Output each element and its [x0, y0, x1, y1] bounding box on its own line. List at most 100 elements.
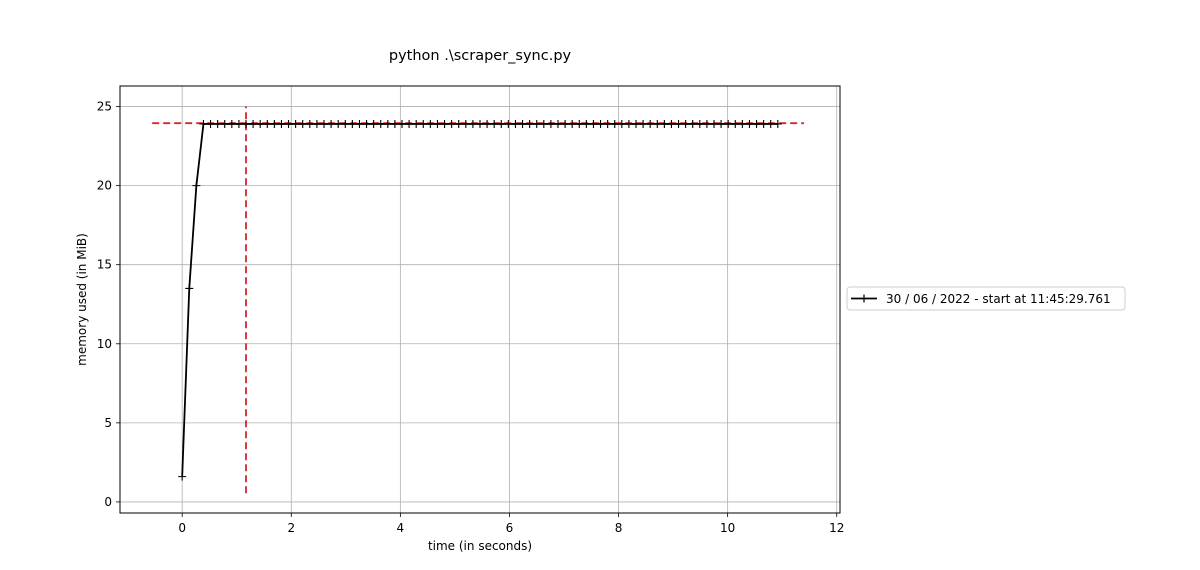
x-tick-label: 2	[287, 521, 295, 535]
chart-title: python .\scraper_sync.py	[389, 48, 572, 64]
data-point-marker	[454, 119, 463, 128]
data-point-marker	[270, 119, 279, 128]
data-point-marker	[632, 119, 640, 128]
data-point-marker	[185, 284, 194, 293]
data-point-marker	[575, 119, 584, 128]
y-tick-label: 15	[97, 258, 112, 272]
y-tick-label: 0	[104, 495, 112, 509]
data-point-marker	[532, 119, 541, 128]
data-point-marker	[518, 119, 527, 128]
legend: 30 / 06 / 2022 - start at 11:45:29.761	[846, 286, 1126, 311]
data-point-marker	[653, 119, 662, 128]
data-point-marker	[745, 119, 754, 128]
data-point-marker	[277, 119, 286, 128]
y-axis-ticks: 0 5 10 15 20 25	[97, 100, 120, 509]
data-point-marker	[667, 119, 676, 128]
data-point-marker	[731, 119, 740, 128]
data-point-marker	[362, 119, 371, 128]
data-point-marker	[249, 119, 258, 128]
legend-box	[846, 286, 1126, 311]
data-point-marker	[291, 119, 300, 128]
data-point-marker	[511, 119, 520, 128]
data-point-marker	[710, 119, 718, 128]
data-point-marker	[419, 119, 428, 128]
data-point-marker	[334, 119, 343, 128]
data-point-marker	[412, 119, 421, 128]
y-tick-label: 20	[97, 179, 112, 193]
data-point-marker	[759, 119, 768, 128]
data-point-marker	[298, 119, 307, 128]
data-point-marker	[695, 119, 704, 128]
data-point-marker	[461, 119, 470, 128]
data-point-marker	[242, 119, 250, 128]
data-point-marker	[589, 119, 598, 128]
data-point-marker	[263, 119, 272, 128]
data-point-marker	[355, 119, 364, 128]
series-line	[181, 123, 778, 477]
reference-lines	[152, 106, 804, 494]
data-point-marker	[766, 119, 775, 128]
x-tick-label: 0	[178, 521, 186, 535]
grid-lines	[120, 86, 840, 513]
data-point-marker	[178, 472, 187, 481]
y-axis-label: memory used (in MiB)	[75, 233, 89, 366]
data-point-marker	[227, 119, 236, 128]
data-point-marker	[383, 119, 392, 128]
plot-frame	[119, 85, 841, 514]
data-point-marker	[213, 119, 222, 128]
data-point-marker	[497, 119, 506, 128]
data-point-marker	[468, 119, 477, 128]
data-point-marker	[546, 119, 555, 128]
data-point-marker	[539, 119, 548, 128]
data-point-marker	[660, 119, 669, 128]
x-axis-ticks: 0 2 4 6 8 10 12	[178, 513, 844, 535]
data-point-marker	[490, 119, 499, 128]
data-point-marker	[681, 119, 690, 128]
data-point-marker	[554, 119, 562, 128]
data-series	[178, 119, 782, 481]
data-point-marker	[376, 119, 385, 128]
data-point-marker	[305, 119, 314, 128]
data-point-marker	[320, 119, 328, 128]
data-point-marker	[525, 119, 534, 128]
data-point-marker	[256, 119, 265, 128]
data-point-marker	[341, 119, 350, 128]
data-point-marker	[220, 119, 229, 128]
data-point-marker	[348, 119, 357, 128]
data-point-marker	[426, 119, 435, 128]
data-point-marker	[717, 119, 726, 128]
data-point-marker	[617, 119, 626, 128]
data-point-marker	[702, 119, 711, 128]
data-point-marker	[390, 119, 399, 128]
data-point-marker	[724, 119, 733, 128]
y-tick-label: 5	[104, 416, 112, 430]
data-point-marker	[199, 119, 208, 128]
data-point-marker	[234, 119, 243, 128]
data-point-marker	[624, 119, 633, 128]
data-point-marker	[440, 119, 449, 128]
x-tick-label: 12	[829, 521, 844, 535]
data-point-marker	[639, 119, 648, 128]
data-point-marker	[476, 119, 484, 128]
x-tick-label: 8	[615, 521, 623, 535]
data-point-marker	[738, 119, 747, 128]
y-tick-label: 10	[97, 337, 112, 351]
data-point-marker	[752, 119, 761, 128]
data-point-marker	[561, 119, 570, 128]
data-point-marker	[284, 119, 293, 128]
x-tick-label: 10	[720, 521, 735, 535]
data-point-marker	[312, 119, 321, 128]
data-point-marker	[773, 119, 782, 128]
data-point-marker	[504, 119, 513, 128]
legend-entry-label: 30 / 06 / 2022 - start at 11:45:29.761	[886, 292, 1111, 306]
data-point-marker	[568, 119, 577, 128]
data-point-marker	[582, 119, 591, 128]
y-tick-label: 25	[97, 100, 112, 114]
data-point-marker	[206, 119, 215, 128]
data-point-marker	[433, 119, 442, 128]
data-point-marker	[405, 119, 414, 128]
data-point-marker	[192, 181, 201, 190]
data-point-marker	[327, 119, 336, 128]
legend-plus-marker-icon	[860, 294, 868, 303]
